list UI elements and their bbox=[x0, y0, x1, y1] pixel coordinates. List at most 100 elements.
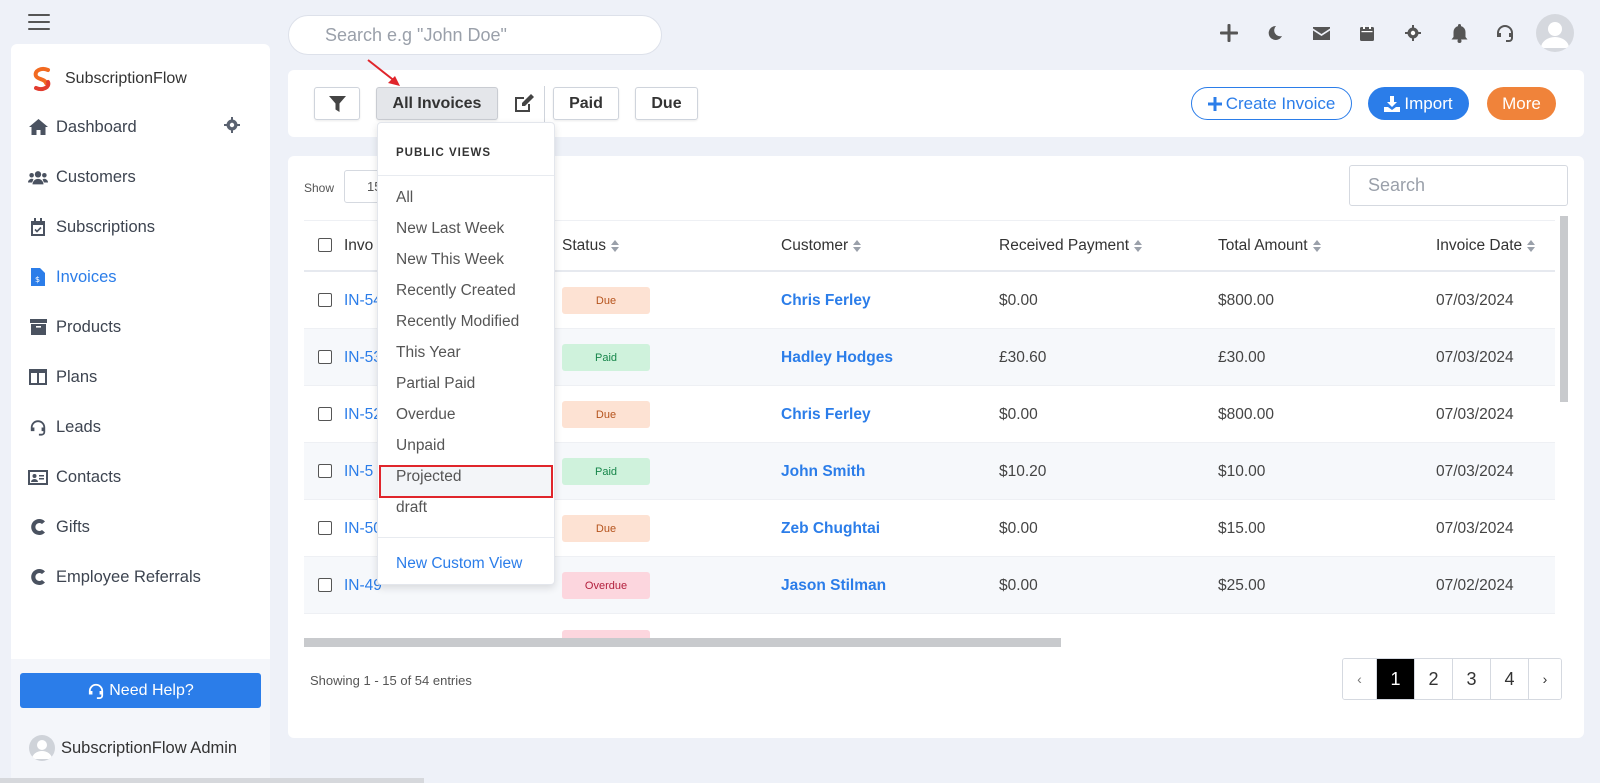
sidebar-item-employee-referrals[interactable]: Employee Referrals bbox=[11, 552, 270, 602]
invoice-date: 07/03/2024 bbox=[1436, 349, 1514, 366]
column-header-total-amount[interactable]: Total Amount bbox=[1218, 237, 1321, 255]
sidebar-item-subscriptions[interactable]: Subscriptions bbox=[11, 202, 270, 252]
paid-view-button[interactable]: Paid bbox=[553, 87, 619, 120]
horizontal-scrollbar[interactable] bbox=[304, 638, 1061, 647]
table-row[interactable]: IN-52 Due Chris Ferley $0.00 $800.00 07/… bbox=[304, 386, 1555, 443]
page-button-4[interactable]: 4 bbox=[1490, 659, 1528, 699]
invoice-number-link[interactable]: IN-52 bbox=[344, 406, 382, 423]
all-invoices-view-button[interactable]: All Invoices bbox=[376, 87, 498, 120]
table-row[interactable]: IN-49 Overdue Jason Stilman $0.00 $25.00… bbox=[304, 557, 1555, 614]
hamburger-menu-icon[interactable] bbox=[28, 14, 50, 30]
view-option-new-last-week[interactable]: New Last Week bbox=[396, 220, 505, 237]
status-badge: Paid bbox=[562, 458, 650, 485]
row-checkbox[interactable] bbox=[318, 521, 332, 535]
status-badge: Due bbox=[562, 287, 650, 314]
status-badge: Due bbox=[562, 401, 650, 428]
c-logo-icon bbox=[28, 567, 48, 587]
column-header-invoice-date[interactable]: Invoice Date bbox=[1436, 237, 1536, 255]
sort-icon bbox=[1312, 240, 1321, 252]
bell-icon[interactable] bbox=[1442, 16, 1476, 50]
column-header-status[interactable]: Status bbox=[562, 237, 619, 255]
view-option-recently-created[interactable]: Recently Created bbox=[396, 282, 516, 299]
show-entries-label: Show bbox=[304, 181, 335, 195]
page-next-button[interactable]: › bbox=[1528, 659, 1561, 699]
invoice-number-link[interactable]: IN-54 bbox=[344, 292, 382, 309]
due-view-button[interactable]: Due bbox=[635, 87, 698, 120]
view-option-partial-paid[interactable]: Partial Paid bbox=[396, 375, 476, 392]
row-checkbox[interactable] bbox=[318, 464, 332, 478]
view-option-new-this-week[interactable]: New This Week bbox=[396, 251, 504, 268]
home-icon bbox=[28, 117, 48, 137]
invoice-number-link[interactable]: IN-5 bbox=[344, 463, 374, 480]
user-avatar[interactable] bbox=[1536, 14, 1574, 52]
dashboard-settings-gear-icon[interactable] bbox=[224, 117, 240, 138]
sidebar-item-plans[interactable]: Plans bbox=[11, 352, 270, 402]
row-checkbox[interactable] bbox=[318, 578, 332, 592]
sidebar-item-invoices[interactable]: $ Invoices bbox=[11, 252, 270, 302]
admin-profile[interactable]: SubscriptionFlow Admin bbox=[29, 735, 237, 761]
view-option-recently-modified[interactable]: Recently Modified bbox=[396, 313, 520, 330]
c-logo-icon bbox=[28, 517, 48, 537]
sidebar-item-dashboard[interactable]: Dashboard bbox=[11, 102, 270, 152]
page-button-3[interactable]: 3 bbox=[1452, 659, 1490, 699]
view-option-draft[interactable]: draft bbox=[396, 499, 428, 516]
select-all-checkbox[interactable] bbox=[318, 238, 332, 252]
sidebar-item-label: Customers bbox=[56, 167, 136, 186]
mail-icon[interactable] bbox=[1304, 16, 1338, 50]
row-checkbox[interactable] bbox=[318, 293, 332, 307]
import-button[interactable]: Import bbox=[1368, 87, 1469, 120]
sidebar-item-contacts[interactable]: Contacts bbox=[11, 452, 270, 502]
row-checkbox[interactable] bbox=[318, 407, 332, 421]
customer-link[interactable]: Jason Stilman bbox=[781, 577, 887, 594]
page-button-2[interactable]: 2 bbox=[1414, 659, 1452, 699]
customer-link[interactable]: Chris Ferley bbox=[781, 292, 871, 309]
view-option-unpaid[interactable]: Unpaid bbox=[396, 437, 446, 454]
invoice-number-link[interactable]: IN-49 bbox=[344, 577, 382, 594]
customer-link[interactable]: Hadley Hodges bbox=[781, 349, 893, 366]
table-row[interactable]: IN-54 Due Chris Ferley $0.00 $800.00 07/… bbox=[304, 272, 1555, 329]
page-button-1[interactable]: 1 bbox=[1376, 659, 1414, 699]
row-checkbox[interactable] bbox=[318, 350, 332, 364]
invoice-number-link[interactable]: IN-53 bbox=[344, 349, 382, 366]
column-header-customer[interactable]: Customer bbox=[781, 237, 862, 255]
invoice-number-link[interactable]: IN-50 bbox=[344, 520, 382, 537]
users-icon bbox=[28, 167, 48, 187]
column-header-invoice[interactable]: Invo bbox=[344, 237, 374, 254]
global-search-input[interactable] bbox=[288, 15, 662, 55]
more-button[interactable]: More bbox=[1487, 87, 1556, 120]
need-help-button[interactable]: Need Help? bbox=[20, 673, 261, 708]
column-header-received-payment[interactable]: Received Payment bbox=[999, 237, 1143, 255]
sidebar-item-gifts[interactable]: Gifts bbox=[11, 502, 270, 552]
customer-link[interactable]: John Smith bbox=[781, 463, 866, 480]
vertical-scrollbar[interactable] bbox=[1560, 216, 1568, 402]
admin-avatar bbox=[29, 735, 55, 761]
plus-icon[interactable] bbox=[1212, 16, 1246, 50]
customer-link[interactable]: Zeb Chughtai bbox=[781, 520, 881, 537]
annotation-arrow-icon bbox=[367, 59, 400, 86]
moon-icon[interactable] bbox=[1258, 16, 1292, 50]
top-toolbar-icons bbox=[1200, 14, 1574, 52]
invoice-toolbar: All Invoices Paid Due Create Invoice Imp… bbox=[288, 70, 1584, 137]
entries-summary: Showing 1 - 15 of 54 entries bbox=[310, 673, 472, 688]
view-option-all[interactable]: All bbox=[396, 189, 414, 206]
brand[interactable]: SubscriptionFlow bbox=[29, 66, 187, 92]
page-prev-button[interactable]: ‹ bbox=[1343, 659, 1376, 699]
new-custom-view-link[interactable]: New Custom View bbox=[396, 555, 523, 572]
sidebar-item-customers[interactable]: Customers bbox=[11, 152, 270, 202]
view-option-overdue[interactable]: Overdue bbox=[396, 406, 456, 423]
filter-button[interactable] bbox=[314, 87, 360, 120]
table-search-input[interactable] bbox=[1349, 165, 1568, 206]
sidebar-item-products[interactable]: Products bbox=[11, 302, 270, 352]
view-option-this-year[interactable]: This Year bbox=[396, 344, 461, 361]
headset-icon[interactable] bbox=[1488, 16, 1522, 50]
sidebar-item-label: Subscriptions bbox=[56, 217, 156, 236]
create-invoice-button[interactable]: Create Invoice bbox=[1191, 87, 1352, 120]
calendar-icon[interactable] bbox=[1350, 16, 1384, 50]
gear-icon[interactable] bbox=[1396, 16, 1430, 50]
view-option-projected[interactable]: Projected bbox=[396, 468, 462, 485]
table-row[interactable]: IN-50 Due Zeb Chughtai $0.00 $15.00 07/0… bbox=[304, 500, 1555, 557]
total-amount: $25.00 bbox=[1218, 577, 1266, 594]
sidebar-item-leads[interactable]: Leads bbox=[11, 402, 270, 452]
customer-link[interactable]: Chris Ferley bbox=[781, 406, 871, 423]
edit-view-button[interactable] bbox=[512, 90, 536, 116]
